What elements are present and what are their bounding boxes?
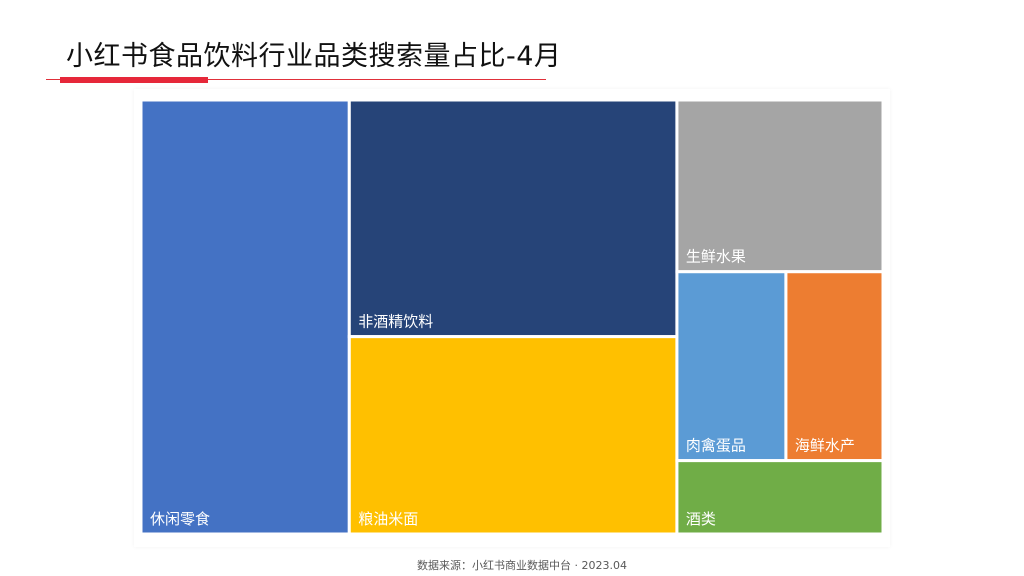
treemap-label: 粮油米面 <box>358 510 418 528</box>
treemap-label: 休闲零食 <box>150 510 210 528</box>
title-underline <box>46 79 546 80</box>
treemap-rect <box>347 98 679 339</box>
data-source-note: 数据来源：小红书商业数据中台 · 2023.04 <box>417 559 627 572</box>
treemap-chart: 休闲零食 非酒精饮料粮油米面 生鲜水果肉禽蛋品 海鲜水产酒类 <box>134 89 890 547</box>
treemap-tile: 生鲜水果 <box>675 98 885 274</box>
treemap-label: 海鲜水产 <box>795 437 855 455</box>
chart-title: 小红书食品饮料行业品类搜索量占比-4月 <box>66 41 562 72</box>
treemap-label: 肉禽蛋品 <box>686 437 746 455</box>
treemap-label: 非酒精饮料 <box>358 313 433 331</box>
treemap-rect <box>139 98 351 536</box>
title-accent-bar <box>60 77 208 83</box>
treemap-tile: 非酒精饮料 <box>347 98 679 339</box>
treemap-rect <box>675 459 885 536</box>
treemap-rect <box>347 335 679 536</box>
treemap-rect <box>675 270 788 463</box>
treemap-label: 生鲜水果 <box>686 248 746 266</box>
treemap-rect <box>784 270 885 463</box>
treemap-tile: 肉禽蛋品 <box>675 270 788 463</box>
treemap-tile: 粮油米面 <box>347 335 679 536</box>
treemap-label: 酒类 <box>686 510 716 528</box>
treemap-tile: 海鲜水产 <box>784 270 885 463</box>
treemap-tile: 休闲零食 <box>139 98 351 536</box>
treemap-rect <box>675 98 885 274</box>
treemap-tile: 酒类 <box>675 459 885 536</box>
